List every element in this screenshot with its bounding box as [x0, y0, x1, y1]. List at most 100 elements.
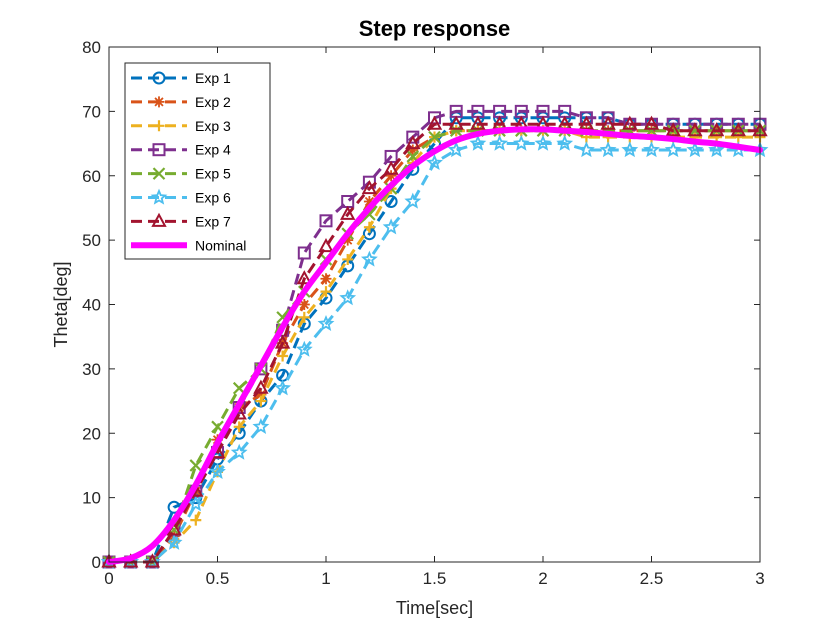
legend-marker	[150, 188, 168, 205]
data-point	[643, 115, 660, 130]
data-point	[447, 141, 465, 158]
data-point	[578, 115, 595, 130]
x-tick-label: 0	[104, 569, 113, 588]
data-point	[643, 141, 660, 158]
data-point	[407, 144, 419, 156]
x-axis-label: Time[sec]	[396, 598, 473, 618]
data-point	[255, 395, 267, 407]
data-point	[382, 218, 400, 235]
data-point	[383, 160, 399, 175]
data-point	[255, 389, 267, 401]
data-point	[556, 134, 574, 151]
data-point	[298, 311, 310, 323]
y-tick-label: 30	[82, 360, 101, 379]
data-point	[317, 314, 335, 331]
data-point	[360, 250, 378, 267]
x-tick-label: 2.5	[640, 569, 664, 588]
series-nominal	[106, 126, 763, 565]
legend-label: Exp 1	[195, 70, 231, 86]
data-point	[687, 122, 703, 137]
x-tick-label: 2	[538, 569, 547, 588]
data-point	[296, 270, 312, 285]
data-point	[426, 115, 443, 130]
data-point	[277, 350, 289, 362]
data-point	[187, 495, 205, 512]
legend-marker	[153, 120, 165, 132]
data-point	[342, 253, 354, 265]
data-point	[428, 130, 441, 144]
data-point	[319, 214, 333, 228]
legend-label: Exp 4	[195, 142, 231, 158]
series-line	[109, 142, 760, 564]
data-point	[534, 134, 552, 151]
data-point	[426, 154, 443, 171]
data-point	[318, 237, 334, 253]
data-point	[295, 340, 313, 357]
data-point	[274, 379, 292, 396]
chart-title: Step response	[359, 16, 511, 41]
data-point	[361, 180, 378, 195]
y-tick-label: 50	[82, 231, 101, 250]
data-point	[512, 134, 530, 151]
series-layer	[100, 104, 769, 570]
data-point	[600, 115, 616, 130]
data-point	[233, 421, 245, 433]
y-tick-label: 10	[82, 489, 101, 508]
data-point	[297, 246, 311, 260]
x-tick-label: 3	[755, 569, 764, 588]
legend-label: Exp 6	[195, 190, 231, 206]
data-point	[621, 141, 639, 158]
legend-entry: Exp 1	[131, 70, 231, 86]
y-tick-label: 80	[82, 38, 101, 57]
data-point	[340, 205, 356, 220]
data-point	[385, 170, 397, 182]
data-point	[405, 134, 421, 150]
data-point	[469, 134, 487, 151]
data-point	[339, 289, 357, 306]
data-point	[470, 115, 486, 130]
data-point	[384, 195, 398, 208]
data-point	[599, 141, 617, 158]
legend-marker	[152, 167, 166, 180]
data-point	[320, 273, 332, 285]
legend-entry: Exp 6	[131, 188, 231, 206]
series-line	[109, 122, 760, 564]
data-point	[708, 122, 725, 137]
data-point	[189, 459, 203, 472]
data-point	[143, 553, 161, 570]
data-point	[622, 115, 638, 130]
y-axis-label: Theta[deg]	[51, 261, 71, 347]
legend-entry: Exp 3	[131, 118, 231, 134]
y-tick-label: 0	[92, 553, 101, 572]
legend-marker	[153, 96, 165, 108]
data-point	[664, 141, 682, 158]
legend-entry: Exp 4	[131, 142, 231, 158]
data-point	[448, 115, 464, 130]
legend-entry: Exp 2	[131, 94, 231, 110]
data-point	[298, 299, 310, 310]
legend-marker	[152, 71, 166, 85]
legend-entry: Exp 5	[131, 166, 231, 182]
legend-marker	[151, 212, 167, 227]
y-tick-label: 70	[82, 102, 101, 121]
x-tick-label: 0.5	[206, 569, 230, 588]
legend-marker	[152, 143, 166, 157]
data-point	[491, 134, 509, 151]
series-exp-6	[100, 134, 769, 570]
legend: Exp 1 Exp 2 Exp 3 Exp 4 Exp 5 Exp 6 Exp 7 Nomin…	[124, 62, 271, 260]
data-point	[686, 141, 704, 158]
legend-box	[124, 62, 271, 260]
legend-label: Nominal	[195, 237, 246, 253]
data-point	[144, 553, 161, 568]
legend-entry: Exp 7	[131, 212, 231, 229]
data-point	[601, 111, 615, 125]
legend-label: Exp 2	[195, 94, 231, 110]
legend-label: Exp 3	[195, 118, 231, 134]
data-point	[209, 463, 226, 480]
data-point	[230, 443, 248, 460]
legend-entry: Nominal	[131, 237, 246, 253]
data-point	[404, 192, 422, 209]
data-point	[363, 196, 375, 207]
data-point	[363, 221, 375, 233]
